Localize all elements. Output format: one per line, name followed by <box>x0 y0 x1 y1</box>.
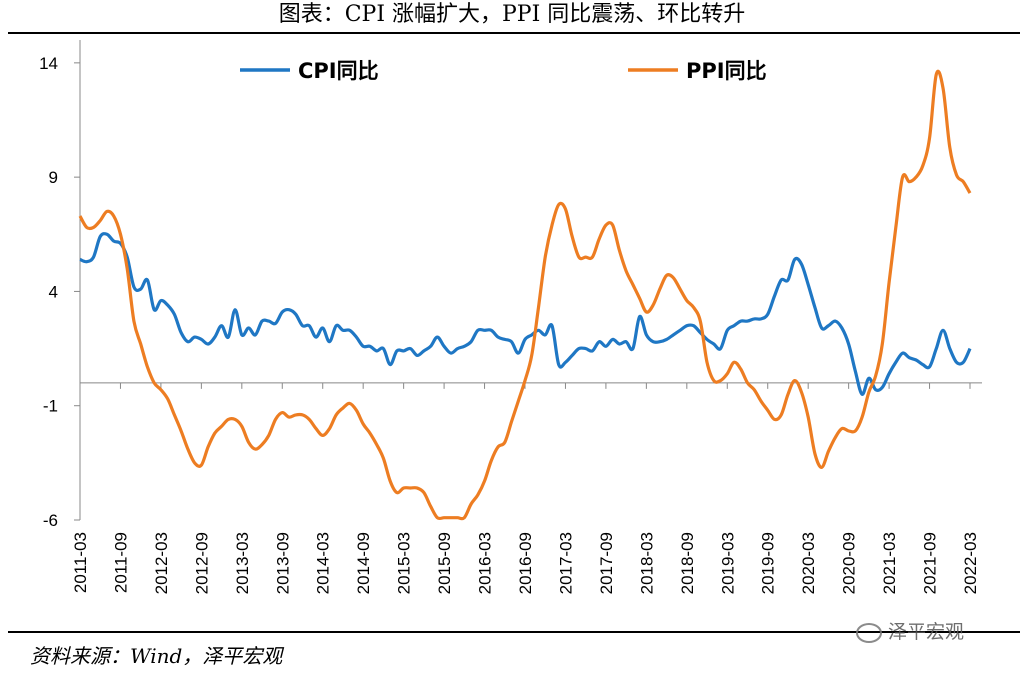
x-tick-label: 2012-03 <box>152 532 171 594</box>
y-tick-label: 14 <box>39 54 58 73</box>
x-tick-label: 2017-03 <box>556 532 575 594</box>
x-tick-label: 2011-03 <box>71 532 90 593</box>
x-tick-label: 2021-09 <box>921 532 940 594</box>
ppi-series-line <box>78 69 972 521</box>
x-tick-label: 2019-03 <box>718 532 737 594</box>
x-tick-label: 2016-03 <box>476 532 495 594</box>
legend-label: PPI同比 <box>686 59 767 83</box>
cpi-series-line <box>79 232 972 396</box>
wechat-icon <box>856 622 882 643</box>
watermark: 泽平宏观 <box>856 617 964 644</box>
x-tick-label: 2017-09 <box>597 532 616 594</box>
x-tick-label: 2015-09 <box>435 532 454 594</box>
x-tick-label: 2016-09 <box>516 532 535 594</box>
x-tick-label: 2022-03 <box>961 532 980 594</box>
x-tick-label: 2015-03 <box>395 532 414 594</box>
x-tick-label: 2012-09 <box>192 532 211 594</box>
x-tick-label: 2018-09 <box>678 532 697 594</box>
title-rule <box>8 32 1020 34</box>
x-tick-label: 2020-09 <box>840 532 859 594</box>
chart-title: 图表：CPI 涨幅扩大，PPI 同比震荡、环比转升 <box>278 2 746 27</box>
x-tick-label: 2021-03 <box>880 532 899 594</box>
x-tick-label: 2013-09 <box>273 532 292 594</box>
x-tick-label: 2020-03 <box>799 532 818 594</box>
line-chart: 14 9 4 -1 -6 2011-03 2011-09 2012-03 2012-09 2013… <box>39 40 982 594</box>
footer-rule <box>8 631 1020 633</box>
x-tick-label: 2014-09 <box>354 532 373 594</box>
x-tick-label: 2011-09 <box>111 532 130 593</box>
watermark-text: 泽平宏观 <box>888 621 965 643</box>
x-tick-label: 2013-03 <box>233 532 252 594</box>
y-tick-label: -1 <box>43 397 58 416</box>
legend-label: CPI同比 <box>298 59 379 83</box>
x-tick-label: 2014-03 <box>314 532 333 594</box>
y-tick-label: -6 <box>43 511 58 530</box>
x-tick-label: 2019-09 <box>759 532 778 594</box>
source-note: 资料来源：Wind，泽平宏观 <box>30 644 283 668</box>
y-tick-label: 9 <box>49 168 58 187</box>
x-tick-label: 2018-03 <box>637 532 656 594</box>
y-tick-label: 4 <box>49 282 58 301</box>
